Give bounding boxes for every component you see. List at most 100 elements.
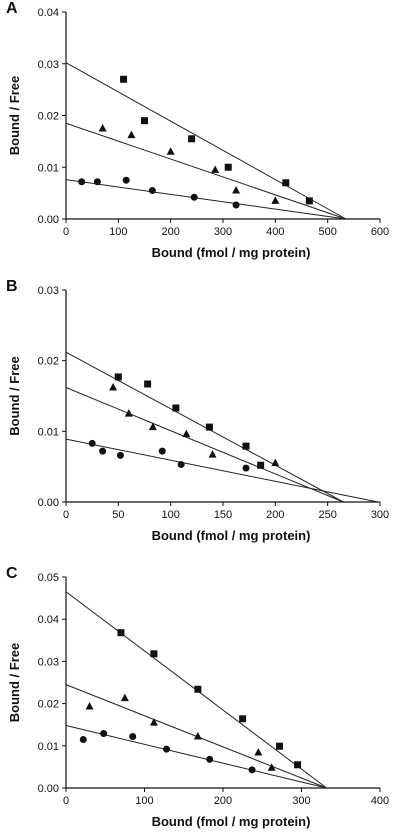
triangle-point xyxy=(109,383,118,391)
square-point xyxy=(282,179,290,187)
square-point xyxy=(305,197,313,205)
square-point xyxy=(239,715,247,723)
circle-point xyxy=(162,745,170,753)
triangle-point xyxy=(124,409,133,417)
triangle-point xyxy=(208,450,217,458)
panel-b: B 0 50 100 150 200 250 300 0.00 0.01 0.02 0.03 Bound… xyxy=(6,278,389,543)
circle-point xyxy=(88,439,96,447)
y-tick-label: 0.03 xyxy=(38,656,59,668)
square-point xyxy=(117,629,125,637)
square-point xyxy=(150,650,158,658)
triangle-point xyxy=(149,718,158,726)
fit-line-square xyxy=(65,351,344,503)
y-tick-label: 0.00 xyxy=(38,214,59,226)
x-axis-label: Bound (fmol / mg protein) xyxy=(152,814,311,829)
x-tick-label: 100 xyxy=(161,509,179,521)
triangle-point xyxy=(120,693,129,702)
y-tick-label: 0.01 xyxy=(38,741,59,753)
x-tick-label: 200 xyxy=(266,509,284,521)
fit-line-circle xyxy=(65,438,379,503)
circle-point xyxy=(99,447,107,455)
triangle-point xyxy=(232,186,241,194)
circle-point xyxy=(78,178,86,186)
triangle-point xyxy=(127,130,136,139)
x-axis-label: Bound (fmol / mg protein) xyxy=(152,528,311,543)
triangle-point xyxy=(271,458,280,467)
x-tick-label: 100 xyxy=(109,226,127,238)
square-point xyxy=(257,461,265,469)
fit-line-circle xyxy=(65,179,347,220)
circle-point xyxy=(116,451,124,459)
y-tick-label: 0.03 xyxy=(38,59,59,71)
triangle-point xyxy=(166,147,175,155)
y-tick-label: 0.02 xyxy=(38,699,59,711)
circle-point xyxy=(158,447,166,455)
panel-label: C xyxy=(6,565,18,582)
panel-label: B xyxy=(6,278,18,295)
panel-a: A 0 100 200 300 400 500 600 0.00 0.01 0.02 0.03 0.04… xyxy=(6,0,389,260)
x-tick-label: 300 xyxy=(214,226,232,238)
circle-point xyxy=(93,178,101,186)
y-tick-label: 0.01 xyxy=(38,426,59,438)
y-axis-label: Bound / Free xyxy=(7,643,22,722)
fit-line-square xyxy=(65,62,347,220)
y-tick-label: 0.05 xyxy=(38,572,59,584)
square-point xyxy=(144,380,152,388)
x-tick-label: 200 xyxy=(161,226,179,238)
fit-line-circle xyxy=(65,725,327,789)
triangle-point xyxy=(98,123,107,132)
triangle-point xyxy=(182,429,191,438)
y-axis-label: Bound / Free xyxy=(7,356,22,435)
axis-lines xyxy=(65,12,380,220)
y-tick-label: 0.03 xyxy=(38,285,59,297)
panel-label: A xyxy=(6,0,18,17)
x-tick-label: 0 xyxy=(63,226,69,238)
x-tick-label: 300 xyxy=(292,795,310,807)
y-tick-label: 0.01 xyxy=(38,162,59,174)
square-point xyxy=(294,761,302,769)
x-tick-label: 150 xyxy=(214,509,232,521)
panel-c: C 0 100 200 300 400 0.00 0.01 0.02 0.03 0.04 0.05 Bo… xyxy=(6,565,389,829)
circle-point xyxy=(232,201,240,209)
x-tick-label: 500 xyxy=(318,226,336,238)
x-axis-label: Bound (fmol / mg protein) xyxy=(152,245,311,260)
circle-point xyxy=(79,735,87,743)
triangle-point xyxy=(211,165,220,173)
x-tick-label: 300 xyxy=(371,509,389,521)
triangle-point xyxy=(193,732,202,740)
fit-line-triangle xyxy=(65,387,344,503)
y-tick-label: 0.00 xyxy=(38,783,59,795)
triangle-point xyxy=(254,748,263,756)
triangle-point xyxy=(148,422,157,431)
circle-point xyxy=(177,461,185,469)
x-tick-label: 250 xyxy=(318,509,336,521)
y-axis-label: Bound / Free xyxy=(7,76,22,155)
square-point xyxy=(224,163,232,171)
square-point xyxy=(188,135,196,143)
circle-point xyxy=(129,733,137,741)
circle-point xyxy=(190,193,198,201)
square-point xyxy=(120,75,128,83)
x-tick-label: 100 xyxy=(135,795,153,807)
square-point xyxy=(114,373,122,381)
x-tick-label: 50 xyxy=(112,509,124,521)
circle-point xyxy=(100,730,108,738)
square-point xyxy=(194,685,202,693)
y-tick-label: 0.00 xyxy=(38,497,59,509)
x-tick-label: 0 xyxy=(63,509,69,521)
x-tick-label: 200 xyxy=(214,795,232,807)
y-tick-label: 0.02 xyxy=(38,356,59,368)
circle-point xyxy=(206,755,214,763)
circle-point xyxy=(242,464,250,472)
square-point xyxy=(276,742,284,750)
y-tick-label: 0.02 xyxy=(38,111,59,123)
circle-point xyxy=(148,187,156,195)
triangle-point xyxy=(85,702,94,710)
circle-point xyxy=(122,176,130,184)
x-tick-label: 0 xyxy=(63,795,69,807)
fit-line-triangle xyxy=(65,122,347,220)
square-point xyxy=(205,423,213,431)
y-tick-label: 0.04 xyxy=(38,614,59,626)
square-point xyxy=(172,404,180,412)
